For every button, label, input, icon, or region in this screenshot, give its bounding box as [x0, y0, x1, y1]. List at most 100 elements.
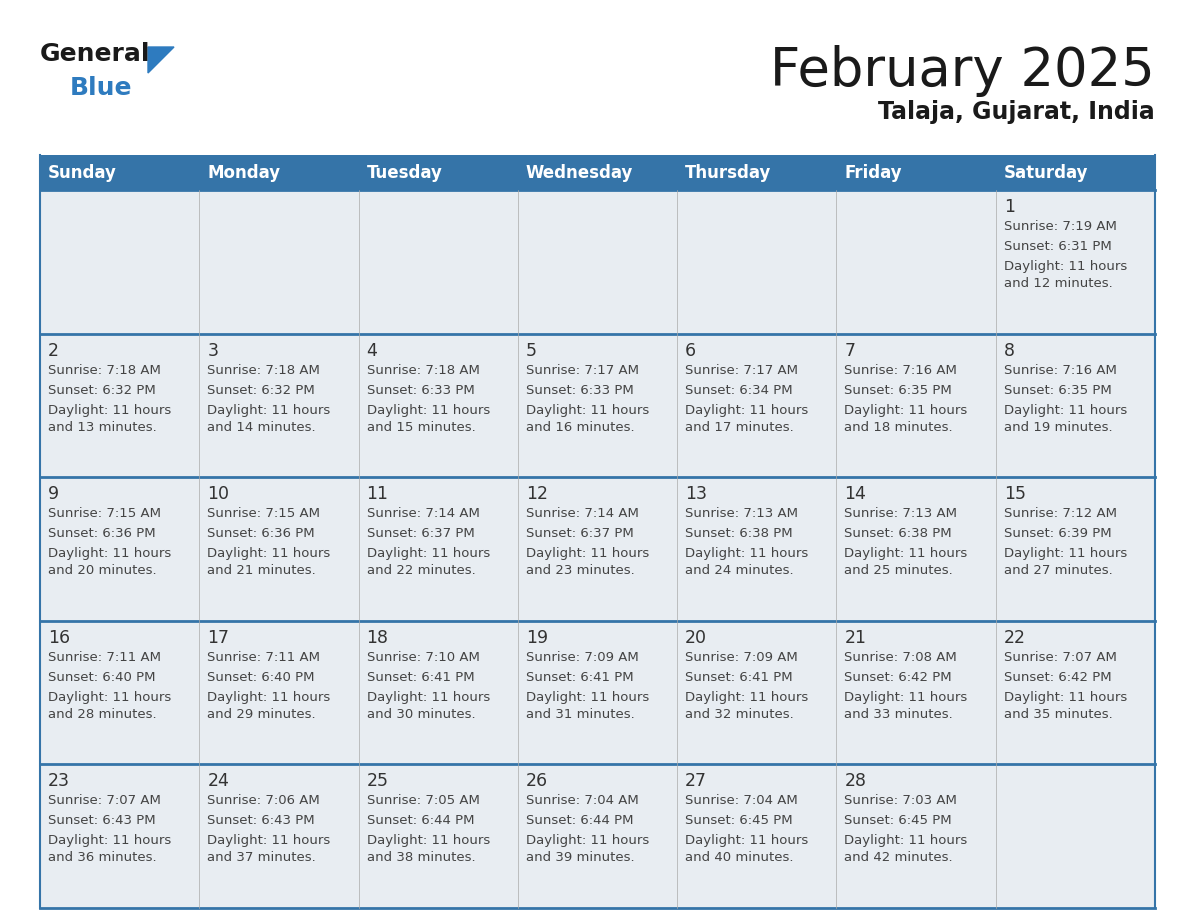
Bar — [677, 621, 836, 765]
Bar — [200, 765, 359, 908]
Text: Sunset: 6:40 PM: Sunset: 6:40 PM — [48, 671, 156, 684]
Text: Sunset: 6:45 PM: Sunset: 6:45 PM — [845, 814, 952, 827]
Bar — [518, 765, 677, 908]
Text: Sunset: 6:42 PM: Sunset: 6:42 PM — [845, 671, 952, 684]
Bar — [200, 333, 359, 477]
Bar — [40, 190, 200, 333]
Text: 23: 23 — [48, 772, 70, 790]
Text: Sunset: 6:41 PM: Sunset: 6:41 PM — [526, 671, 633, 684]
Text: Talaja, Gujarat, India: Talaja, Gujarat, India — [878, 100, 1155, 124]
Text: Sunset: 6:32 PM: Sunset: 6:32 PM — [48, 384, 156, 397]
Bar — [996, 190, 1155, 333]
Text: Sunset: 6:34 PM: Sunset: 6:34 PM — [685, 384, 792, 397]
Text: Daylight: 11 hours
and 22 minutes.: Daylight: 11 hours and 22 minutes. — [367, 547, 489, 577]
Bar — [996, 765, 1155, 908]
Text: 27: 27 — [685, 772, 707, 790]
Bar — [518, 621, 677, 765]
Text: Sunrise: 7:16 AM: Sunrise: 7:16 AM — [845, 364, 958, 376]
Text: 20: 20 — [685, 629, 707, 647]
Text: 14: 14 — [845, 486, 866, 503]
Text: 18: 18 — [367, 629, 388, 647]
Bar — [996, 333, 1155, 477]
Text: 13: 13 — [685, 486, 707, 503]
Text: 19: 19 — [526, 629, 548, 647]
Text: 12: 12 — [526, 486, 548, 503]
Text: 7: 7 — [845, 341, 855, 360]
Text: Sunrise: 7:14 AM: Sunrise: 7:14 AM — [526, 508, 639, 521]
Text: Sunset: 6:35 PM: Sunset: 6:35 PM — [845, 384, 952, 397]
Text: Sunset: 6:43 PM: Sunset: 6:43 PM — [207, 814, 315, 827]
Text: Daylight: 11 hours
and 14 minutes.: Daylight: 11 hours and 14 minutes. — [207, 404, 330, 433]
Text: Sunrise: 7:13 AM: Sunrise: 7:13 AM — [685, 508, 798, 521]
Text: 2: 2 — [48, 341, 59, 360]
Text: Sunrise: 7:13 AM: Sunrise: 7:13 AM — [845, 508, 958, 521]
Text: Sunset: 6:41 PM: Sunset: 6:41 PM — [685, 671, 792, 684]
Bar — [518, 190, 677, 333]
Bar — [200, 621, 359, 765]
Text: Thursday: Thursday — [685, 163, 771, 182]
Bar — [836, 765, 996, 908]
Text: Sunrise: 7:18 AM: Sunrise: 7:18 AM — [48, 364, 160, 376]
Text: Sunrise: 7:11 AM: Sunrise: 7:11 AM — [48, 651, 162, 664]
Text: Sunset: 6:37 PM: Sunset: 6:37 PM — [367, 527, 474, 540]
Text: Sunrise: 7:07 AM: Sunrise: 7:07 AM — [48, 794, 160, 808]
Bar — [200, 190, 359, 333]
Text: Blue: Blue — [70, 76, 133, 100]
Text: 11: 11 — [367, 486, 388, 503]
Text: Daylight: 11 hours
and 15 minutes.: Daylight: 11 hours and 15 minutes. — [367, 404, 489, 433]
Text: Daylight: 11 hours
and 37 minutes.: Daylight: 11 hours and 37 minutes. — [207, 834, 330, 865]
Text: Sunset: 6:36 PM: Sunset: 6:36 PM — [207, 527, 315, 540]
Text: 8: 8 — [1004, 341, 1015, 360]
Text: Daylight: 11 hours
and 32 minutes.: Daylight: 11 hours and 32 minutes. — [685, 691, 808, 721]
Bar — [359, 621, 518, 765]
Text: Saturday: Saturday — [1004, 163, 1088, 182]
Text: Daylight: 11 hours
and 21 minutes.: Daylight: 11 hours and 21 minutes. — [207, 547, 330, 577]
Text: Sunset: 6:33 PM: Sunset: 6:33 PM — [367, 384, 474, 397]
Polygon shape — [148, 47, 173, 73]
Bar — [518, 333, 677, 477]
Bar — [836, 333, 996, 477]
Text: Daylight: 11 hours
and 19 minutes.: Daylight: 11 hours and 19 minutes. — [1004, 404, 1127, 433]
Bar — [40, 765, 200, 908]
Bar — [677, 477, 836, 621]
Text: Sunrise: 7:16 AM: Sunrise: 7:16 AM — [1004, 364, 1117, 376]
Text: 3: 3 — [207, 341, 219, 360]
Text: Daylight: 11 hours
and 38 minutes.: Daylight: 11 hours and 38 minutes. — [367, 834, 489, 865]
Bar — [677, 190, 836, 333]
Text: 21: 21 — [845, 629, 866, 647]
Text: Sunrise: 7:08 AM: Sunrise: 7:08 AM — [845, 651, 958, 664]
Text: Daylight: 11 hours
and 16 minutes.: Daylight: 11 hours and 16 minutes. — [526, 404, 649, 433]
Text: Sunrise: 7:04 AM: Sunrise: 7:04 AM — [526, 794, 639, 808]
Bar — [40, 477, 200, 621]
Bar — [200, 477, 359, 621]
Text: Sunrise: 7:07 AM: Sunrise: 7:07 AM — [1004, 651, 1117, 664]
Text: Daylight: 11 hours
and 40 minutes.: Daylight: 11 hours and 40 minutes. — [685, 834, 808, 865]
Text: Sunset: 6:39 PM: Sunset: 6:39 PM — [1004, 527, 1111, 540]
Text: Sunrise: 7:19 AM: Sunrise: 7:19 AM — [1004, 220, 1117, 233]
Text: Sunrise: 7:05 AM: Sunrise: 7:05 AM — [367, 794, 480, 808]
Bar — [836, 190, 996, 333]
Text: Sunrise: 7:03 AM: Sunrise: 7:03 AM — [845, 794, 958, 808]
Text: Sunrise: 7:14 AM: Sunrise: 7:14 AM — [367, 508, 480, 521]
Text: Sunrise: 7:15 AM: Sunrise: 7:15 AM — [48, 508, 162, 521]
Text: Daylight: 11 hours
and 39 minutes.: Daylight: 11 hours and 39 minutes. — [526, 834, 649, 865]
Bar — [836, 477, 996, 621]
Text: Sunset: 6:36 PM: Sunset: 6:36 PM — [48, 527, 156, 540]
Text: 9: 9 — [48, 486, 59, 503]
Bar — [40, 621, 200, 765]
Bar — [359, 190, 518, 333]
Text: Daylight: 11 hours
and 30 minutes.: Daylight: 11 hours and 30 minutes. — [367, 691, 489, 721]
Text: Sunset: 6:37 PM: Sunset: 6:37 PM — [526, 527, 633, 540]
Text: 26: 26 — [526, 772, 548, 790]
Text: Sunset: 6:40 PM: Sunset: 6:40 PM — [207, 671, 315, 684]
Text: 6: 6 — [685, 341, 696, 360]
Text: Sunset: 6:31 PM: Sunset: 6:31 PM — [1004, 240, 1112, 253]
Text: Sunset: 6:42 PM: Sunset: 6:42 PM — [1004, 671, 1111, 684]
Text: Sunrise: 7:10 AM: Sunrise: 7:10 AM — [367, 651, 480, 664]
Text: Sunrise: 7:09 AM: Sunrise: 7:09 AM — [685, 651, 798, 664]
Text: Daylight: 11 hours
and 17 minutes.: Daylight: 11 hours and 17 minutes. — [685, 404, 808, 433]
Text: Sunrise: 7:04 AM: Sunrise: 7:04 AM — [685, 794, 798, 808]
Text: Sunrise: 7:17 AM: Sunrise: 7:17 AM — [685, 364, 798, 376]
Text: Sunrise: 7:18 AM: Sunrise: 7:18 AM — [367, 364, 480, 376]
Text: 16: 16 — [48, 629, 70, 647]
